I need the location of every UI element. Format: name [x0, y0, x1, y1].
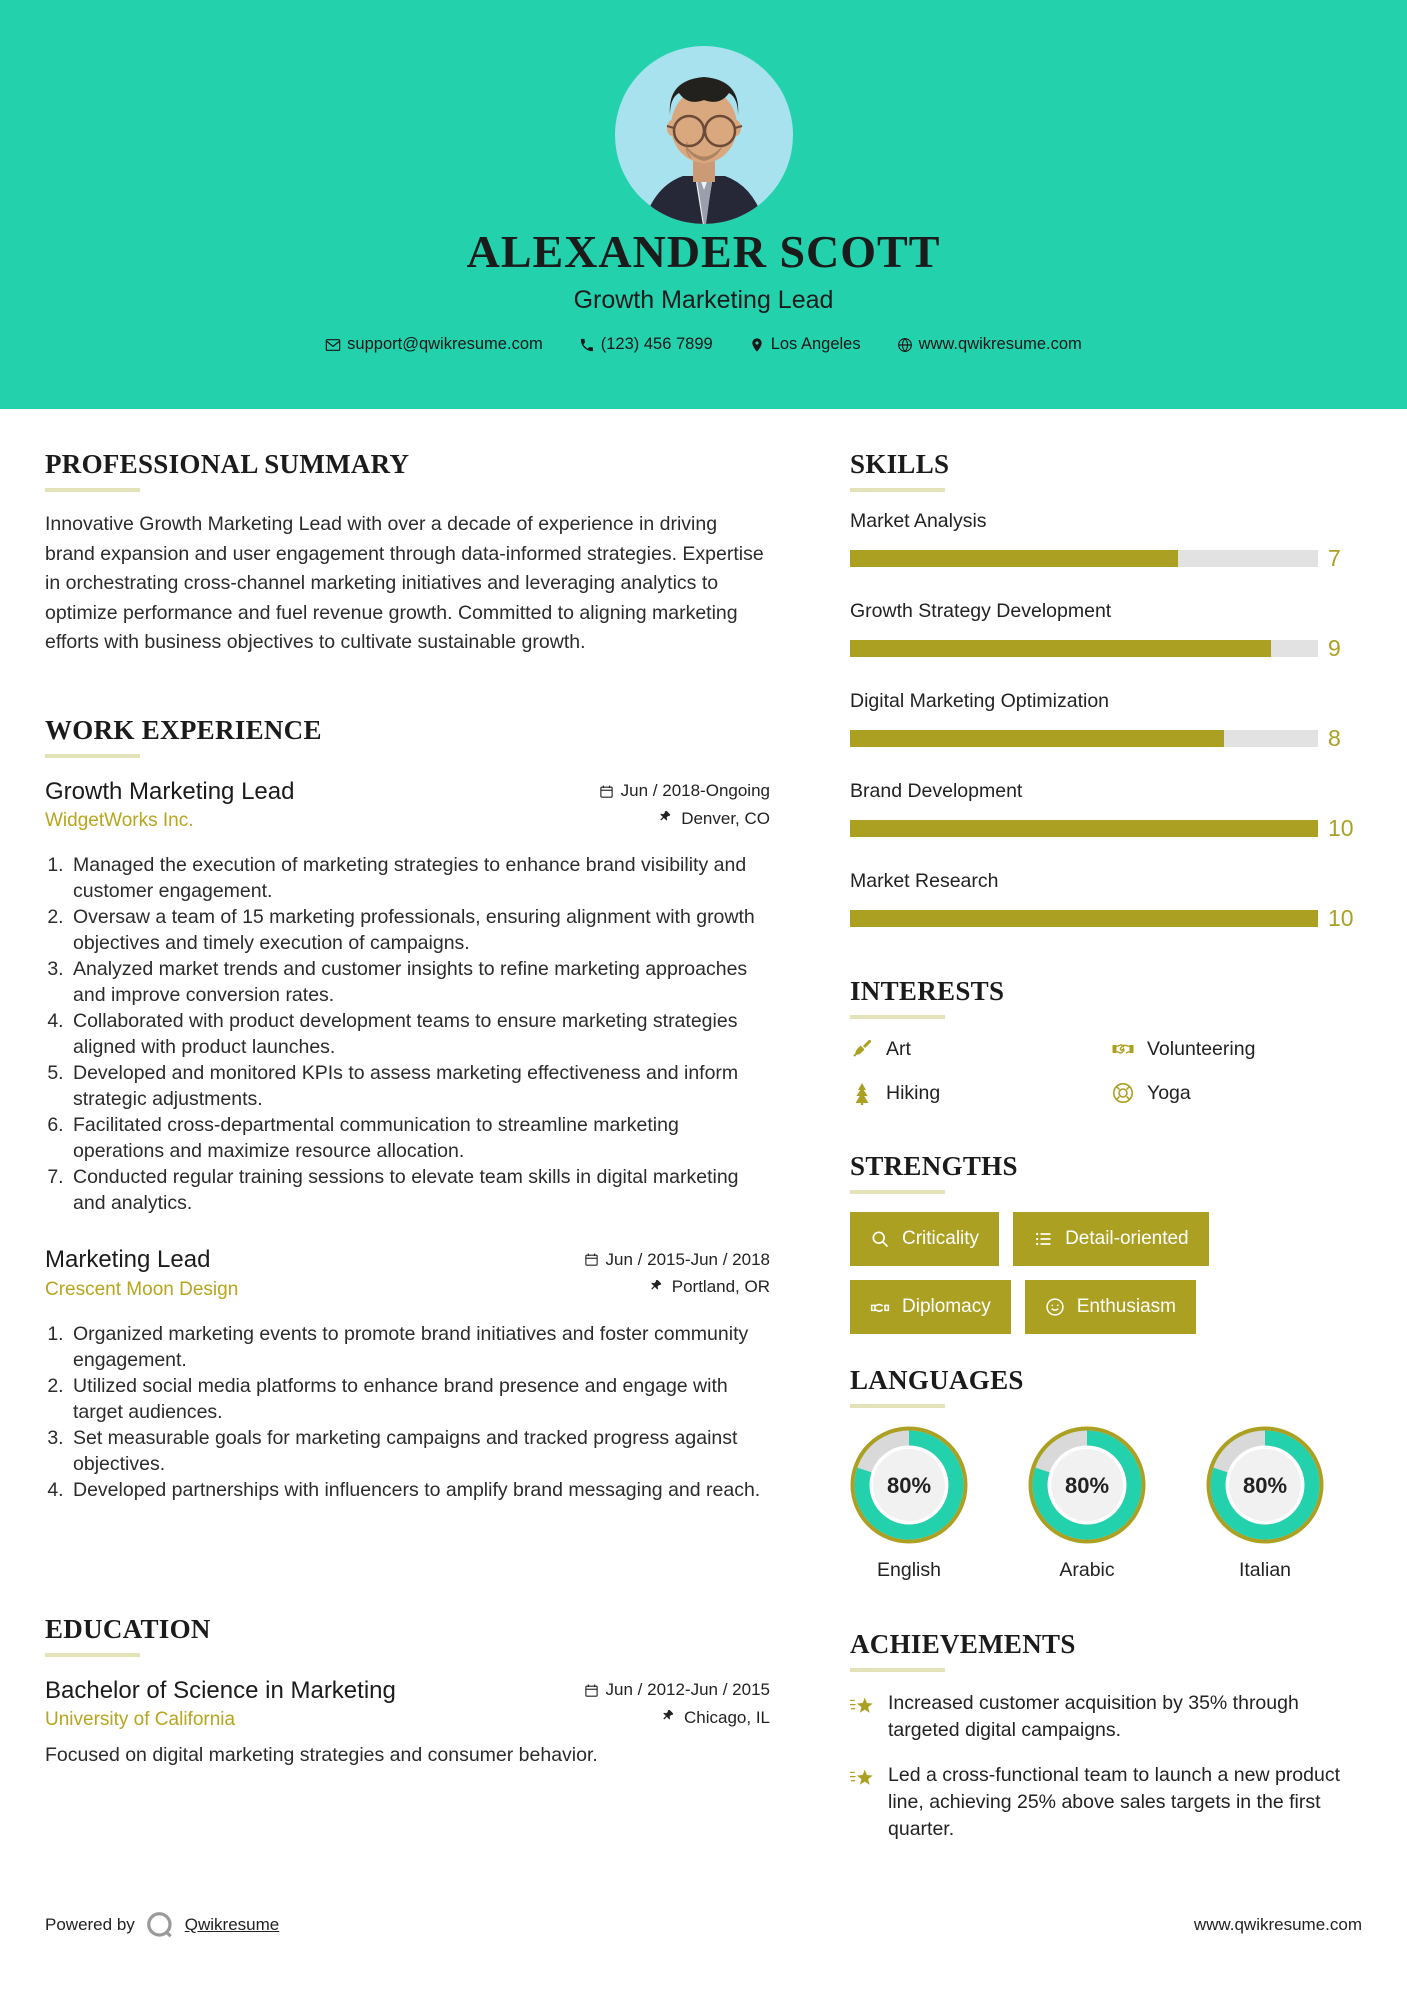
svg-text:80%: 80%: [1065, 1473, 1109, 1498]
svg-text:80%: 80%: [887, 1473, 931, 1498]
svg-text:80%: 80%: [1243, 1473, 1287, 1498]
